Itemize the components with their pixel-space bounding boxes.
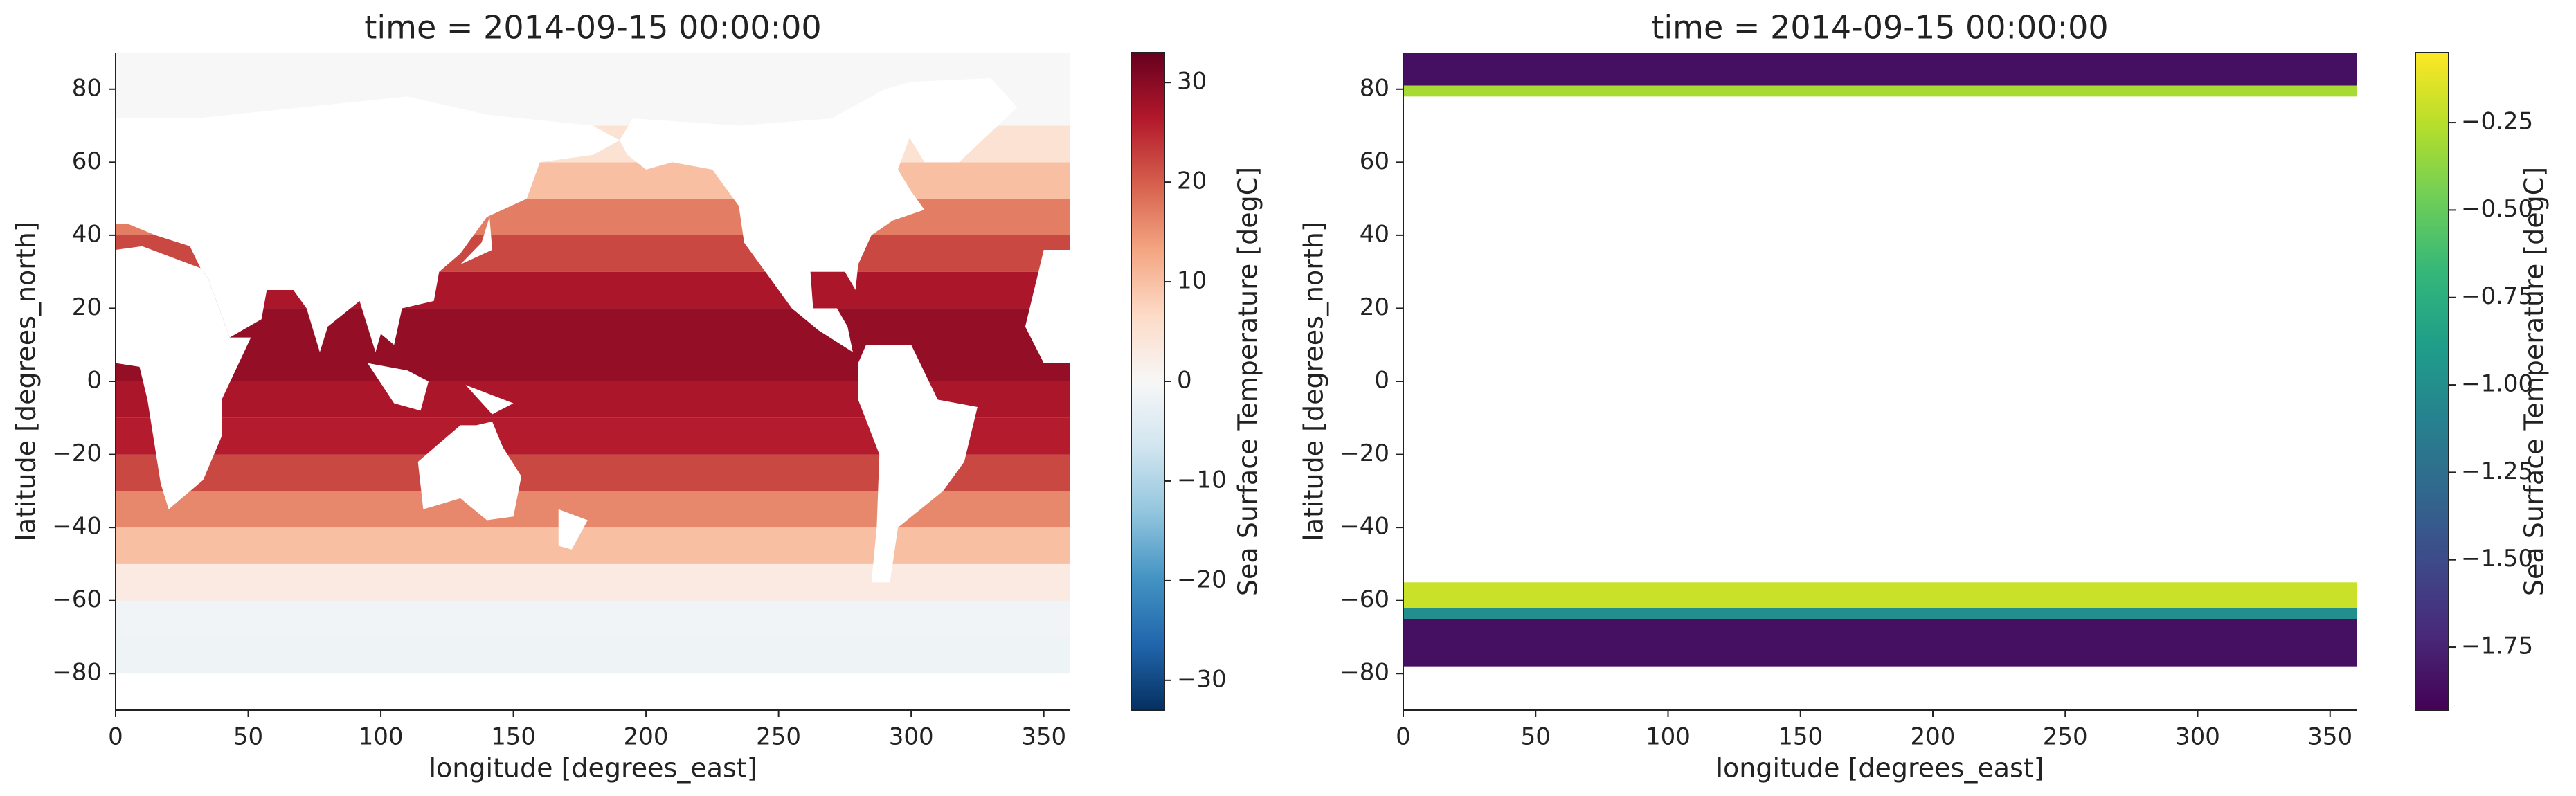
y-axis-label: latitude [degrees_north] xyxy=(11,221,42,541)
heatmap-band xyxy=(1403,85,2357,97)
x-tick-label: 200 xyxy=(1911,723,1956,751)
colorbar-tick-label: 30 xyxy=(1177,68,1207,96)
heatmap-band xyxy=(1403,619,2357,667)
colorbar-tick-label: 10 xyxy=(1177,267,1207,295)
x-tick-label: 300 xyxy=(2175,723,2220,751)
y-tick-label: 60 xyxy=(72,147,102,175)
y-tick-label: −40 xyxy=(1340,513,1389,541)
chart-title: time = 2014-09-15 00:00:00 xyxy=(364,9,821,46)
heatmap-band xyxy=(116,308,1070,345)
heatmap-band xyxy=(116,563,1070,601)
colorbar-label: Sea Surface Temperature [degC] xyxy=(2519,167,2550,596)
y-tick-label: −60 xyxy=(1340,586,1389,613)
colorbar-tick-label: −0.25 xyxy=(2461,108,2533,136)
y-tick-label: −40 xyxy=(52,513,102,541)
y-tick-label: −80 xyxy=(1340,659,1389,687)
x-tick-label: 200 xyxy=(624,723,669,751)
colorbar-tick-label: −10 xyxy=(1177,466,1227,494)
y-tick-label: 80 xyxy=(1360,74,1389,102)
heatmap-band xyxy=(1403,53,2357,86)
colorbar-tick-label: −20 xyxy=(1177,566,1227,593)
x-tick-label: 100 xyxy=(1646,723,1691,751)
x-axis-label: longitude [degrees_east] xyxy=(429,753,757,784)
x-tick-label: 350 xyxy=(2307,723,2352,751)
y-tick-label: 80 xyxy=(72,74,102,102)
y-tick-label: 40 xyxy=(72,220,102,248)
colorbar-tick-label: −1.25 xyxy=(2461,458,2533,485)
colorbar-tick-label: −0.75 xyxy=(2461,282,2533,310)
chart-title: time = 2014-09-15 00:00:00 xyxy=(1651,9,2108,46)
y-tick-label: −20 xyxy=(1340,440,1389,467)
x-tick-label: 0 xyxy=(1396,723,1411,751)
y-tick-label: −80 xyxy=(52,659,102,687)
colorbar-tick-label: −1.75 xyxy=(2461,633,2533,660)
x-tick-label: 300 xyxy=(889,723,934,751)
x-tick-label: 0 xyxy=(108,723,123,751)
y-tick-label: −20 xyxy=(52,440,102,467)
y-tick-label: 20 xyxy=(72,293,102,321)
y-tick-label: −60 xyxy=(52,586,102,613)
x-tick-label: 250 xyxy=(2043,723,2088,751)
colorbar-label: Sea Surface Temperature [degC] xyxy=(1233,167,1263,596)
heatmap-band xyxy=(116,527,1070,564)
colorbar-tick-label: 20 xyxy=(1177,168,1207,195)
heatmap-cells xyxy=(116,53,1070,674)
heatmap-band xyxy=(116,600,1070,637)
y-tick-label: 0 xyxy=(87,367,102,395)
y-tick-label: 0 xyxy=(1374,367,1389,395)
x-tick-label: 50 xyxy=(233,723,263,751)
colorbar xyxy=(2415,52,2449,711)
heatmap-band xyxy=(116,637,1070,674)
x-tick-label: 350 xyxy=(1021,723,1066,751)
y-tick-label: 60 xyxy=(1360,147,1389,175)
y-tick-label: 20 xyxy=(1360,293,1389,321)
y-axis-label: latitude [degrees_north] xyxy=(1299,221,1329,541)
x-tick-label: 100 xyxy=(359,723,404,751)
colorbar xyxy=(1131,52,1165,711)
x-tick-label: 150 xyxy=(491,723,536,751)
x-axis-label: longitude [degrees_east] xyxy=(1715,753,2044,784)
x-tick-label: 150 xyxy=(1778,723,1823,751)
y-tick-label: 40 xyxy=(1360,220,1389,248)
heatmap-band xyxy=(1403,582,2357,608)
x-tick-label: 50 xyxy=(1521,723,1551,751)
colorbar-tick-label: −1.50 xyxy=(2461,545,2533,572)
colorbar-tick-label: −30 xyxy=(1177,665,1227,693)
land-mask xyxy=(116,78,1071,583)
heatmap-cells xyxy=(1403,53,2357,667)
heatmap-band xyxy=(116,345,1070,381)
colorbar-tick-label: −1.00 xyxy=(2461,370,2533,398)
colorbar-tick-label: −0.50 xyxy=(2461,195,2533,223)
colorbar-tick-label: 0 xyxy=(1177,367,1192,395)
heatmap-band xyxy=(1403,608,2357,619)
x-tick-label: 250 xyxy=(756,723,801,751)
